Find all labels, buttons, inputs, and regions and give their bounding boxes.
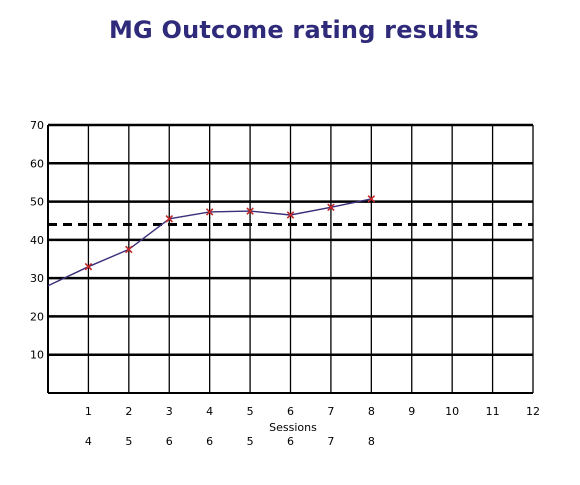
x-tick-label: 3: [166, 405, 173, 418]
data-point: [125, 245, 133, 254]
data-point: [165, 215, 174, 223]
x-tick-label: 6: [287, 405, 294, 418]
data-point: [286, 211, 295, 219]
x-secondary-labels: 4 5 6 6 5 6 7 8: [85, 435, 375, 448]
x-secondary-label: 4: [85, 435, 92, 448]
x-tick-label: 2: [125, 405, 132, 418]
y-tick-label: 10: [30, 349, 44, 362]
x-tick-label: 11: [486, 405, 500, 418]
x-tick-label: 7: [327, 405, 334, 418]
data-point: [84, 262, 93, 271]
y-tick-label: 70: [30, 119, 44, 132]
x-tick-label: 10: [445, 405, 459, 418]
y-tick-label: 60: [30, 157, 44, 170]
y-tick-label: 50: [30, 196, 44, 209]
grid: [47, 123, 534, 394]
x-secondary-label: 7: [327, 435, 334, 448]
y-tick-label: 20: [30, 310, 44, 323]
x-secondary-label: 6: [206, 435, 213, 448]
x-secondary-label: 5: [125, 435, 132, 448]
x-secondary-label: 5: [247, 435, 254, 448]
x-tick-label: 8: [368, 405, 375, 418]
data-point: [367, 195, 376, 203]
x-tick-label: 9: [408, 405, 415, 418]
x-axis-label: Sessions: [269, 421, 317, 434]
data-point: [205, 208, 214, 216]
x-tick-label: 12: [526, 405, 540, 418]
chart-title: MG Outcome rating results: [108, 16, 480, 44]
y-tick-label: 30: [30, 272, 44, 285]
data-point: [246, 207, 254, 215]
x-tick-label: 5: [247, 405, 254, 418]
series-group: [47, 195, 376, 287]
x-tick-label: 1: [85, 405, 92, 418]
x-secondary-label: 6: [287, 435, 294, 448]
x-tick-label: 4: [206, 405, 213, 418]
data-point: [327, 203, 335, 212]
x-tick-labels: 1 2 3 4 5 6 7 8 9 10 11 12: [85, 405, 540, 418]
x-secondary-label: 6: [166, 435, 173, 448]
y-tick-labels: 10 20 30 40 50 60 70: [30, 119, 44, 362]
x-secondary-label: 8: [368, 435, 375, 448]
y-tick-label: 40: [30, 234, 44, 247]
